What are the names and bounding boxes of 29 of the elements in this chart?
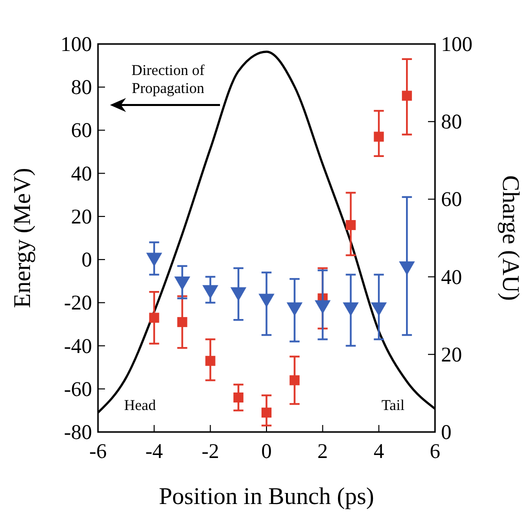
x-axis-title: Position in Bunch (ps) [158,484,374,510]
y2-tick-label: 0 [441,420,452,444]
y2-tick-label: 40 [441,264,462,289]
x-tick-label: 2 [317,439,328,463]
y-tick-label: -40 [64,334,92,358]
y2-axis-title: Charge (AU) [497,175,523,301]
x-tick-label: -2 [202,439,220,463]
y-tick-label: 20 [71,204,92,228]
y-axis-title: Energy (MeV) [10,168,36,308]
x-tick-label: -6 [89,439,107,463]
y2-tick-label: 60 [441,187,462,212]
y-tick-label: 0 [82,248,92,272]
y-tick-label: -20 [64,290,92,315]
x-tick-label: -4 [145,439,164,463]
y-tick-label: -60 [64,376,92,401]
annotation: Tail [381,398,405,414]
y-tick-label: 60 [71,118,92,142]
x-tick-label: 4 [374,439,385,463]
x-tick-label: 0 [261,439,272,463]
y2-tick-label: 20 [441,342,462,366]
y-tick-label: 40 [71,161,92,186]
y-tick-label: 80 [71,75,92,100]
x-tick-label: 6 [430,439,440,463]
y2-tick-label: 80 [441,110,462,134]
y-tick-label: -80 [64,420,92,444]
y-tick-label: 100 [60,32,92,56]
annotation: Head [124,398,156,414]
y2-tick-label: 100 [441,32,472,56]
annotation: Direction of Propagation [132,63,205,97]
